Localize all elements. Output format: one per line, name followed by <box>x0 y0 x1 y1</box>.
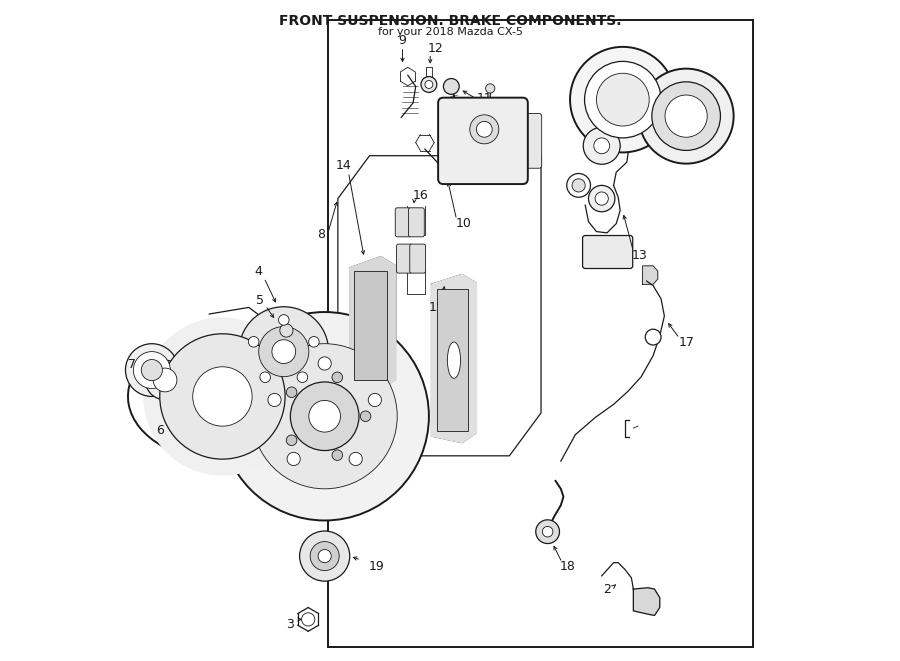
Circle shape <box>133 352 170 389</box>
Text: 18: 18 <box>560 560 575 573</box>
Circle shape <box>309 401 340 432</box>
Circle shape <box>444 79 459 95</box>
Text: 5: 5 <box>256 294 264 307</box>
Text: 2: 2 <box>603 582 611 596</box>
Circle shape <box>572 178 585 192</box>
Circle shape <box>583 128 620 165</box>
FancyBboxPatch shape <box>397 244 412 273</box>
Text: 13: 13 <box>632 249 648 262</box>
Circle shape <box>332 372 343 383</box>
Text: 3: 3 <box>286 618 294 631</box>
Circle shape <box>645 329 662 345</box>
Circle shape <box>543 526 553 537</box>
Bar <box>436 289 469 431</box>
Circle shape <box>318 357 331 370</box>
Circle shape <box>260 372 270 383</box>
Circle shape <box>238 307 328 397</box>
Text: 4: 4 <box>255 264 263 278</box>
Circle shape <box>291 382 359 451</box>
Circle shape <box>597 73 649 126</box>
Text: 6: 6 <box>156 424 164 438</box>
Circle shape <box>639 69 734 164</box>
Circle shape <box>258 327 309 377</box>
Circle shape <box>278 315 289 325</box>
Circle shape <box>318 549 331 563</box>
Circle shape <box>332 450 343 461</box>
Circle shape <box>280 324 293 337</box>
Bar <box>328 20 753 647</box>
Text: 16: 16 <box>413 189 429 202</box>
Circle shape <box>652 82 720 151</box>
Circle shape <box>252 344 397 488</box>
Circle shape <box>421 77 436 93</box>
Text: 8: 8 <box>318 228 326 241</box>
Text: for your 2018 Mazda CX-5: for your 2018 Mazda CX-5 <box>377 27 523 37</box>
Text: 7: 7 <box>128 358 136 371</box>
Ellipse shape <box>447 342 461 378</box>
Text: 17: 17 <box>679 336 694 349</box>
Text: 12: 12 <box>428 42 444 55</box>
Circle shape <box>125 344 178 397</box>
Circle shape <box>248 336 259 347</box>
Circle shape <box>300 531 350 581</box>
Text: 1: 1 <box>377 420 384 433</box>
Circle shape <box>310 541 339 570</box>
Circle shape <box>193 367 252 426</box>
Circle shape <box>141 360 162 381</box>
Text: 11: 11 <box>476 92 492 105</box>
Circle shape <box>570 47 676 153</box>
Circle shape <box>368 393 382 407</box>
Text: 15: 15 <box>429 301 445 314</box>
Bar <box>355 271 387 380</box>
FancyBboxPatch shape <box>395 208 411 237</box>
Circle shape <box>360 411 371 422</box>
Circle shape <box>349 452 363 465</box>
Circle shape <box>145 360 184 400</box>
FancyBboxPatch shape <box>409 208 424 237</box>
Circle shape <box>425 81 433 89</box>
Circle shape <box>153 368 177 392</box>
Circle shape <box>286 387 297 397</box>
Circle shape <box>287 452 301 465</box>
Circle shape <box>595 192 608 205</box>
Polygon shape <box>643 266 658 284</box>
Circle shape <box>309 336 320 347</box>
Circle shape <box>567 174 590 197</box>
Circle shape <box>286 435 297 446</box>
Circle shape <box>665 95 707 137</box>
FancyBboxPatch shape <box>582 235 633 268</box>
Text: 9: 9 <box>399 34 407 47</box>
Circle shape <box>302 613 315 626</box>
FancyBboxPatch shape <box>410 244 426 273</box>
Polygon shape <box>634 588 660 615</box>
Text: 10: 10 <box>455 217 471 230</box>
Circle shape <box>594 138 609 154</box>
Text: FRONT SUSPENSION. BRAKE COMPONENTS.: FRONT SUSPENSION. BRAKE COMPONENTS. <box>279 14 621 28</box>
Circle shape <box>476 122 492 137</box>
FancyBboxPatch shape <box>438 98 527 184</box>
Circle shape <box>268 393 281 407</box>
Circle shape <box>160 334 285 459</box>
Polygon shape <box>350 256 396 390</box>
Circle shape <box>585 61 662 138</box>
Polygon shape <box>431 274 476 443</box>
Circle shape <box>486 84 495 93</box>
Circle shape <box>536 520 560 543</box>
Circle shape <box>470 115 499 144</box>
Circle shape <box>220 312 429 520</box>
Circle shape <box>589 185 615 212</box>
Text: 14: 14 <box>336 159 351 172</box>
Circle shape <box>272 340 296 364</box>
Circle shape <box>297 372 308 383</box>
Circle shape <box>143 317 302 476</box>
FancyBboxPatch shape <box>520 114 542 169</box>
Text: 19: 19 <box>368 560 384 573</box>
